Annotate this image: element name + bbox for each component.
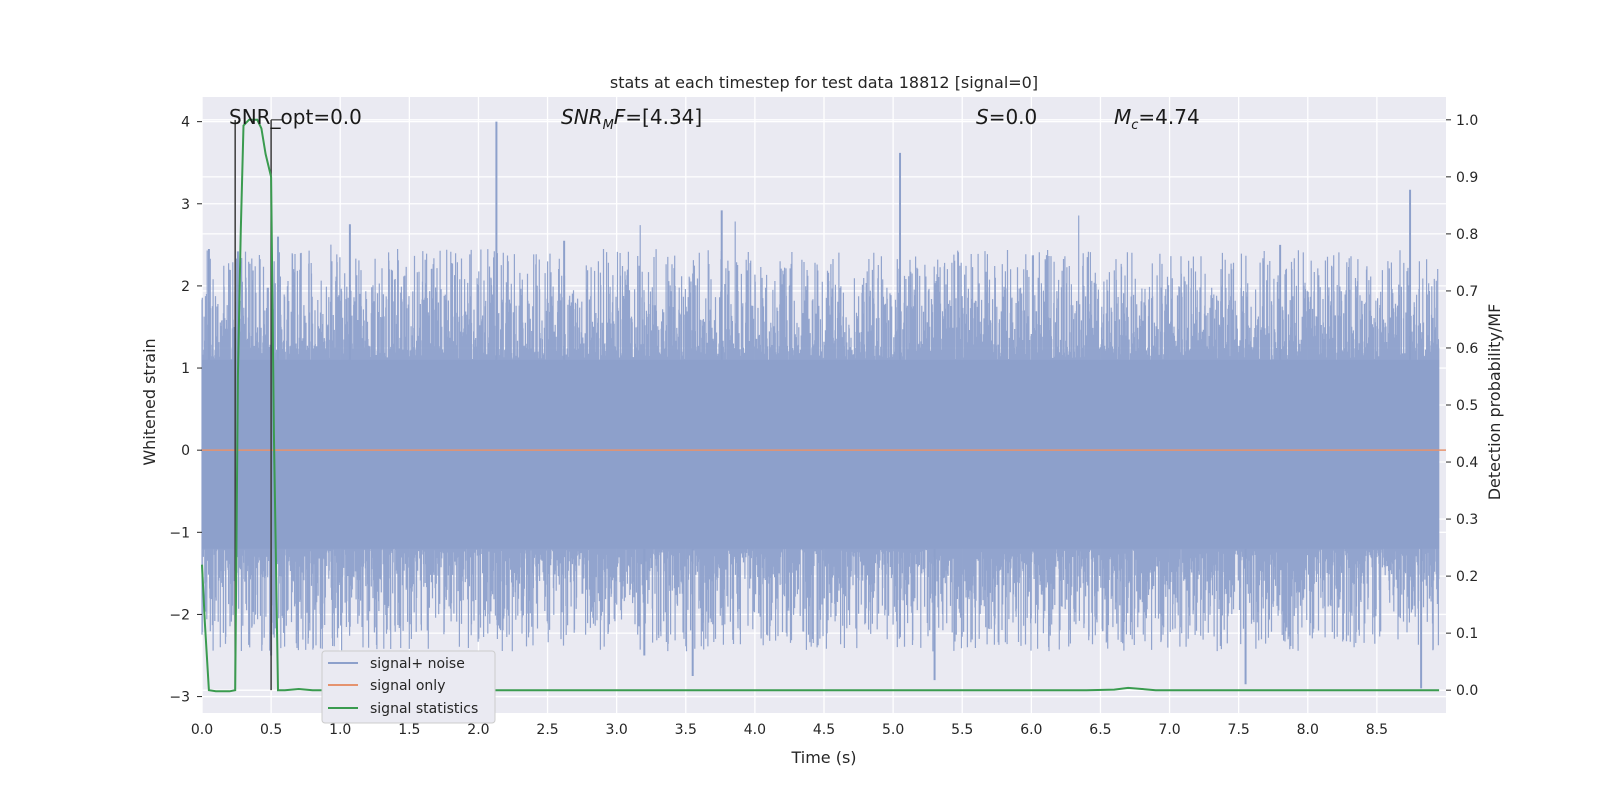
y-right-tick-label: 0.0: [1456, 683, 1478, 699]
x-tick-label: 2.0: [467, 722, 489, 738]
y-right-tick-label: 0.6: [1456, 341, 1478, 357]
y-right-tick-label: 0.9: [1456, 170, 1478, 186]
y-axis-right-label: Detection probability/MF: [1485, 304, 1504, 501]
x-axis-label: Time (s): [790, 748, 856, 767]
y-axis-left-label: Whitened strain: [140, 338, 159, 465]
y-left-tick-label: 0: [181, 443, 190, 459]
x-tick-label: 4.5: [813, 722, 835, 738]
annotation-s-main: S: [976, 105, 989, 129]
y-left-tick-label: 2: [181, 279, 190, 295]
x-tick-label: 2.5: [536, 722, 558, 738]
annotation-snr-mf-sub: M: [603, 118, 614, 133]
y-left-tick-label: −1: [169, 525, 190, 541]
y-right-tick-label: 0.2: [1456, 569, 1478, 585]
y-right-tick-label: 1.0: [1456, 113, 1478, 129]
y-left-tick-label: 3: [181, 197, 190, 213]
x-tick-label: 7.5: [1228, 722, 1250, 738]
x-tick-label: 1.0: [329, 722, 351, 738]
legend-label-signal-statistics: signal statistics: [370, 701, 478, 717]
x-tick-label: 8.5: [1366, 722, 1388, 738]
x-tick-label: 3.0: [606, 722, 628, 738]
annotation-mc: Mc=4.74: [1114, 105, 1200, 133]
x-tick-label: 7.0: [1158, 722, 1180, 738]
x-tick-label: 6.5: [1089, 722, 1111, 738]
legend-label-signal-noise: signal+ noise: [370, 656, 465, 672]
annotation-snr-mf: SNRMF=[4.34]: [561, 105, 702, 133]
legend-label-signal-only: signal only: [370, 678, 445, 694]
x-tick-label: 0.5: [260, 722, 282, 738]
x-tick-label: 0.0: [191, 722, 213, 738]
annotation-snr-mf-value: =[4.34]: [625, 105, 702, 129]
y-right-tick-label: 0.5: [1456, 398, 1478, 414]
annotation-mc-rest: =4.74: [1138, 105, 1199, 129]
annotation-snr-mf-main: SNR: [561, 105, 603, 129]
x-axis-ticks: 0.0 0.5 1.0 1.5 2.0 2.5 3.0 3.5 4.0 4.5 5.0 5.5 6.0 6…: [191, 722, 1388, 738]
y-left-tick-label: 1: [181, 361, 190, 377]
x-tick-label: 5.0: [882, 722, 904, 738]
x-tick-label: 3.5: [675, 722, 697, 738]
y-axis-left-ticks: 4 3 2 1 0 −1 −2 −3: [169, 115, 202, 706]
x-tick-label: 1.5: [398, 722, 420, 738]
annotation-s-rest: =0.0: [989, 105, 1038, 129]
chart-title: stats at each timestep for test data 188…: [610, 73, 1038, 92]
x-tick-label: 8.0: [1297, 722, 1319, 738]
x-tick-label: 5.5: [951, 722, 973, 738]
legend-frame: [321, 650, 496, 724]
y-left-tick-label: −3: [169, 690, 190, 706]
annotation-mc-sub: c: [1131, 118, 1138, 133]
annotation-snr-mf-f: F: [614, 105, 626, 129]
annotation-s: S=0.0: [976, 105, 1037, 129]
y-left-tick-label: −2: [169, 607, 190, 623]
signal-statistics-line: [201, 118, 1440, 693]
annotation-mc-main: M: [1114, 105, 1131, 129]
legend: signal+ noise signal only signal statist…: [321, 650, 496, 724]
signal-noise-series: [201, 121, 1440, 689]
x-tick-label: 4.0: [744, 722, 766, 738]
y-axis-right-ticks: 1.0 0.9 0.8 0.7 0.6 0.5 0.4 0.3 0.2 0.1 0.0: [1446, 113, 1478, 699]
y-right-tick-label: 0.7: [1456, 284, 1478, 300]
y-right-tick-label: 0.1: [1456, 626, 1478, 642]
noise-core-band: [202, 359, 1440, 549]
y-right-tick-label: 0.4: [1456, 455, 1478, 471]
y-right-tick-label: 0.8: [1456, 227, 1478, 243]
x-tick-label: 6.0: [1020, 722, 1042, 738]
y-right-tick-label: 0.3: [1456, 512, 1478, 528]
y-left-tick-label: 4: [181, 115, 190, 131]
annotation-snr-opt: SNR_opt=0.0: [229, 105, 362, 129]
